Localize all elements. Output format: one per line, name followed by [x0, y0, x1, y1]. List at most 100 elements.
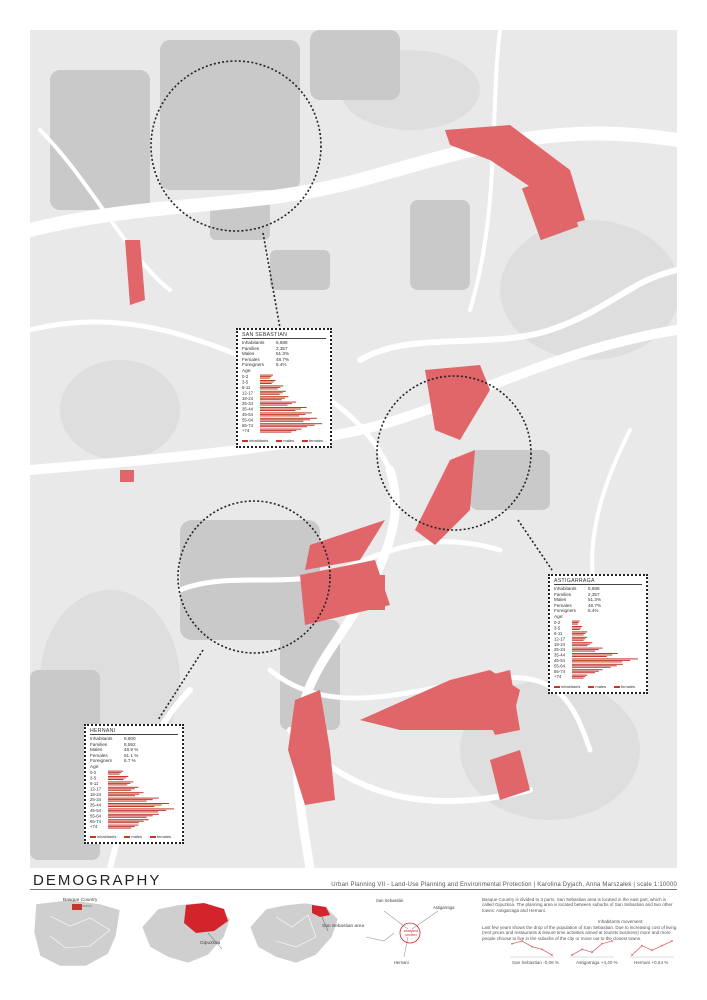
- age-bar: [260, 379, 276, 381]
- females-value: 51.1 %: [124, 752, 139, 758]
- age-chart: 0-23-56-1112-1718-2425-3435-4445-5455-64…: [242, 374, 322, 433]
- panel-san-sebastian: SAN SEBASTIAN Inhabitants 5,688 Families 2…: [236, 328, 332, 449]
- trend-point: [591, 951, 593, 954]
- age-bar: [260, 385, 284, 387]
- age-bar: [572, 652, 618, 654]
- age-bar: [260, 397, 286, 399]
- age-bar: [108, 782, 131, 784]
- age-group-label: 12-17: [242, 390, 254, 395]
- age-bar: [108, 800, 147, 802]
- city-map[interactable]: [30, 30, 677, 868]
- field-label: Males: [242, 351, 255, 357]
- age-bar: [108, 778, 124, 780]
- age-bar: [108, 816, 147, 818]
- age-group-label: 55-64: [554, 663, 566, 668]
- age-chart: 0-23-56-1112-1718-2425-3435-4445-5455-64…: [554, 620, 638, 679]
- age-bar: [572, 638, 586, 640]
- field-label: Foreigners: [554, 608, 576, 614]
- age-bar: [572, 677, 584, 679]
- trend-point: [631, 954, 633, 956]
- age-group-label: 6-11: [90, 781, 99, 786]
- age-group-label: 65-74: [242, 423, 254, 428]
- age-bar: [260, 431, 292, 433]
- field-label: Families: [242, 345, 260, 351]
- legend-inhabitants: inhabitants: [242, 438, 268, 443]
- age-group-label: 35-44: [242, 406, 254, 411]
- age-bar: [108, 819, 149, 821]
- age-bar: [572, 647, 603, 649]
- age-group-label: 6-11: [242, 385, 251, 390]
- trend-point: [551, 954, 553, 956]
- age-group-label: 3-5: [554, 625, 561, 630]
- families-value: 2,357: [276, 345, 288, 351]
- chart-legend: inhabitants males females: [554, 684, 642, 689]
- field-label: Foreigners: [90, 758, 112, 764]
- label-gipuzkoa: Gipuzkoa: [200, 941, 221, 946]
- age-bar: [108, 797, 159, 799]
- page-title: DEMOGRAPHY: [33, 872, 162, 889]
- males-value: 51.3%: [276, 351, 290, 357]
- age-bar: [260, 426, 308, 428]
- age-bar: [108, 777, 126, 779]
- age-group-label: 55-64: [90, 813, 102, 818]
- trend-name: San Sebastian: [512, 960, 542, 965]
- trend-point: [671, 940, 673, 942]
- age-group-label: 18-24: [554, 642, 566, 647]
- analysed-buildings: [120, 125, 585, 805]
- age-bar: [260, 381, 274, 383]
- diagram-hernani: Hernani: [394, 960, 409, 965]
- age-group-label: 55-64: [242, 417, 254, 422]
- age-bar: [108, 793, 140, 795]
- age-bar: [260, 412, 312, 414]
- age-bar: [108, 808, 174, 810]
- diagram-astigarraga: Astigarraga: [433, 905, 455, 910]
- field-label: Males: [554, 597, 567, 603]
- age-bar: [260, 402, 292, 404]
- age-bar: [260, 415, 300, 417]
- age-bar: [572, 674, 588, 676]
- age-bar: [108, 795, 136, 797]
- age-group-label: 65-74: [554, 669, 566, 674]
- age-group-label: 3-5: [242, 379, 249, 384]
- age-bar: [260, 428, 302, 430]
- age-bar: [108, 815, 153, 817]
- age-bar: [108, 824, 139, 826]
- age-chart: 0-23-56-1112-1718-2425-3435-4445-5455-64…: [90, 770, 174, 829]
- panel-title: HERNANI: [90, 728, 178, 736]
- females-value: 48.7%: [588, 602, 602, 608]
- panel-title: SAN SEBASTIAN: [242, 332, 326, 340]
- field-label: Females: [554, 602, 572, 608]
- age-group-label: 12-17: [90, 786, 102, 791]
- age-group-label: 45-54: [554, 658, 566, 663]
- movement-title: Inhabitants movement:: [598, 919, 644, 924]
- trend-value: +4,40 %: [600, 960, 618, 965]
- movement-text: Last few years shows the drop of the pop…: [482, 925, 677, 941]
- age-bar: [260, 404, 288, 406]
- trend-point: [661, 944, 663, 947]
- age-bar: [572, 634, 584, 636]
- families-value: 2,357: [588, 591, 600, 597]
- basque-locator-map: [141, 902, 231, 964]
- age-bar: [572, 631, 588, 633]
- field-label: Females: [242, 356, 260, 362]
- trend-label-astigarraga: Astigarraga +4,40 %: [576, 960, 618, 965]
- age-bar: [108, 802, 169, 804]
- age-bar: [108, 771, 122, 773]
- foreigners-value: 5.4%: [276, 362, 287, 368]
- field-label: Families: [90, 741, 108, 747]
- age-bar: [260, 409, 296, 411]
- age-bar: [572, 623, 578, 625]
- age-group-label: 3-5: [90, 775, 97, 780]
- age-bar: [260, 396, 289, 398]
- age-bar: [572, 666, 611, 668]
- age-bar: [572, 670, 599, 672]
- foreigners-value: 6.7 %: [124, 758, 136, 764]
- trend-point: [531, 945, 533, 948]
- age-group-label: 45-54: [242, 412, 254, 417]
- trend-value: +0,54 %: [651, 960, 669, 965]
- focus-circles: [150, 60, 553, 721]
- age-bar: [108, 789, 132, 791]
- age-bar: [260, 417, 317, 419]
- age-group-label: 12-17: [554, 636, 566, 641]
- age-bar: [572, 621, 579, 623]
